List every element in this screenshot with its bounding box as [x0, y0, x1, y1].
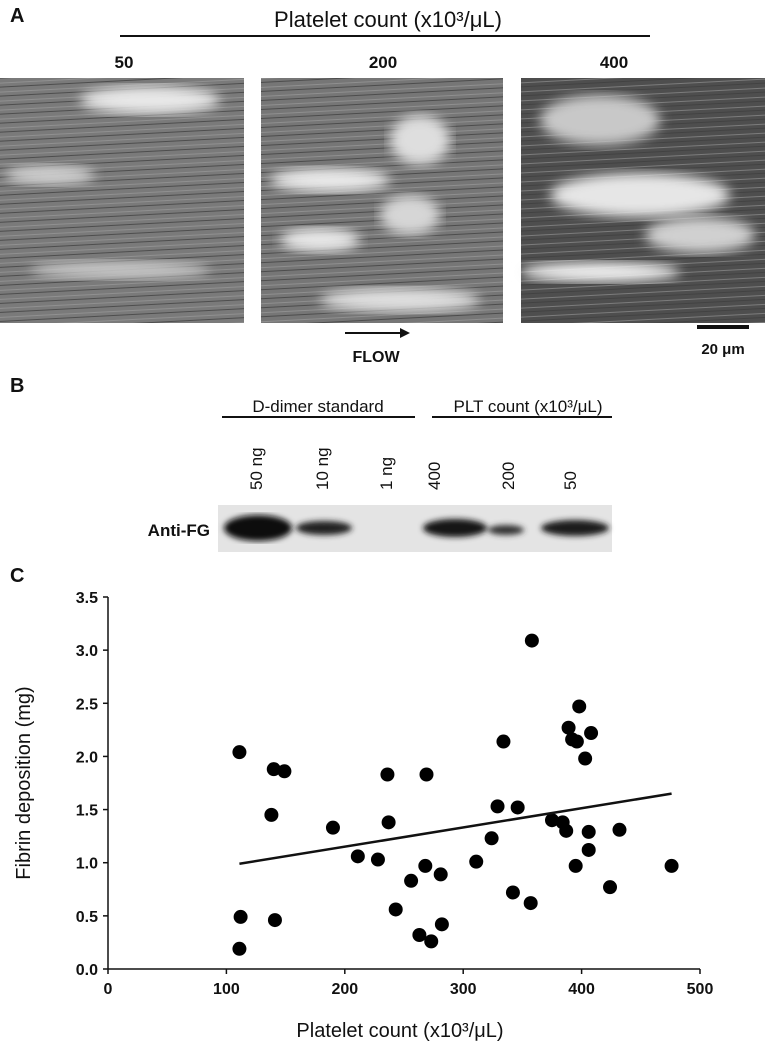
micrograph [0, 78, 244, 323]
x-tick-label: 0 [104, 981, 113, 998]
row-label: Anti-FG [148, 521, 210, 540]
x-tick-label: 200 [331, 981, 358, 998]
lane-label: 50 [561, 471, 580, 490]
x-tick-label: 400 [568, 981, 595, 998]
data-point [612, 822, 627, 837]
y-tick-label: 3.0 [76, 643, 98, 660]
data-point [469, 854, 484, 869]
scale-bar-label: 20 μm [701, 341, 744, 358]
data-point [581, 842, 596, 857]
lane-label: 10 ng [313, 447, 332, 490]
micrograph [261, 78, 503, 323]
data-point [561, 720, 576, 735]
flow-arrowhead [400, 328, 410, 338]
data-point [418, 858, 433, 873]
data-point [523, 896, 538, 911]
data-point [350, 849, 365, 864]
data-point [412, 927, 427, 942]
data-point [603, 880, 618, 895]
y-tick-label: 2.5 [76, 696, 98, 713]
data-point [267, 913, 282, 928]
lane-label: 1 ng [377, 457, 396, 490]
y-tick-label: 3.5 [76, 590, 98, 607]
data-point [404, 873, 419, 888]
lane-label: 200 [499, 462, 518, 490]
y-tick-label: 0.0 [76, 962, 98, 979]
data-point [434, 917, 449, 932]
data-point [581, 824, 596, 839]
y-tick-label: 1.5 [76, 803, 98, 820]
y-tick-label: 1.0 [76, 856, 98, 873]
trend-line [239, 792, 672, 866]
data-point [232, 745, 247, 760]
x-tick-label: 100 [213, 981, 240, 998]
lane-label: 400 [425, 462, 444, 490]
data-point [484, 831, 499, 846]
data-point [505, 885, 520, 900]
flow-label: FLOW [352, 349, 400, 366]
panel-label: A [10, 5, 24, 27]
panel-title: Platelet count (x10³/μL) [274, 7, 502, 32]
x-axis-title: Platelet count (x10³/μL) [296, 1020, 503, 1042]
micrograph [520, 78, 765, 323]
data-point [559, 823, 574, 838]
data-point [424, 934, 439, 949]
data-point [572, 699, 587, 714]
y-axis-title: Fibrin deposition (mg) [13, 686, 35, 879]
data-point [578, 751, 593, 766]
data-point [325, 820, 340, 835]
data-point [233, 909, 248, 924]
panel-label: B [10, 375, 24, 397]
data-point [380, 767, 395, 782]
column-label: 200 [369, 53, 397, 72]
data-point [266, 762, 281, 777]
group-label: D-dimer standard [252, 397, 383, 416]
data-point [584, 726, 599, 741]
blot-bands [224, 515, 609, 541]
data-point [370, 852, 385, 867]
x-tick-label: 500 [687, 981, 714, 998]
data-point [277, 764, 292, 779]
group-label: PLT count (x10³/μL) [453, 397, 602, 416]
data-point [264, 807, 279, 822]
data-point [510, 800, 525, 815]
y-tick-label: 2.0 [76, 749, 98, 766]
lane-label: 50 ng [247, 447, 266, 490]
column-label: 50 [115, 53, 134, 72]
column-label: 400 [600, 53, 628, 72]
panel-label: C [10, 565, 24, 587]
data-point [232, 941, 247, 956]
y-tick-label: 0.5 [76, 909, 98, 926]
data-point [664, 858, 679, 873]
data-point [524, 633, 539, 648]
data-point [433, 867, 448, 882]
data-point [568, 858, 583, 873]
data-point [496, 734, 511, 749]
data-point [490, 799, 505, 814]
data-point [388, 902, 403, 917]
data-point [545, 813, 559, 828]
data-point [419, 767, 434, 782]
data-point [569, 734, 584, 749]
x-tick-label: 300 [450, 981, 477, 998]
data-point [381, 815, 396, 830]
